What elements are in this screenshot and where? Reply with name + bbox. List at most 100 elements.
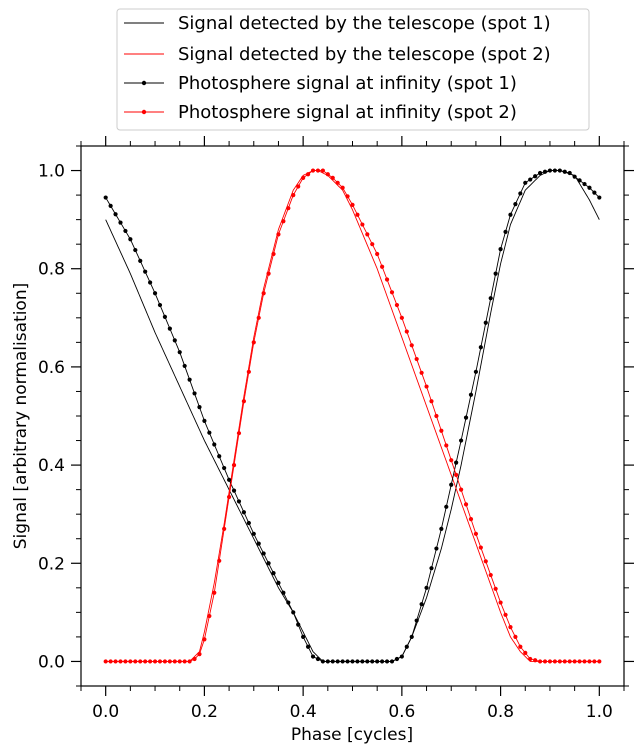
data-point xyxy=(380,264,385,269)
data-point xyxy=(256,541,261,546)
data-point xyxy=(148,280,153,285)
data-point xyxy=(547,659,553,664)
data-point xyxy=(207,613,212,619)
data-point xyxy=(291,192,296,198)
data-point xyxy=(488,296,493,301)
legend: Signal detected by the telescope (spot 1… xyxy=(116,8,590,131)
data-point xyxy=(582,659,587,664)
data-point xyxy=(523,650,528,655)
data-point xyxy=(128,237,133,242)
data-point xyxy=(212,442,217,447)
data-point xyxy=(103,659,108,664)
data-point xyxy=(498,600,503,605)
data-point xyxy=(537,659,543,664)
data-point xyxy=(528,656,533,662)
data-point xyxy=(444,443,449,448)
data-point xyxy=(454,460,459,465)
series-line-2 xyxy=(105,170,600,662)
y-tick-label: 0.0 xyxy=(38,652,65,672)
data-point xyxy=(503,229,508,235)
data-point xyxy=(207,430,212,435)
y-tick-label: 0.4 xyxy=(38,456,65,476)
data-point xyxy=(152,291,158,296)
data-point xyxy=(528,177,533,182)
data-point xyxy=(513,201,518,207)
data-point xyxy=(414,618,419,623)
data-point xyxy=(577,659,582,664)
data-point xyxy=(380,659,385,664)
data-point xyxy=(222,526,227,532)
data-point xyxy=(537,170,543,176)
data-point xyxy=(340,185,345,190)
data-point xyxy=(310,654,316,659)
data-point xyxy=(404,644,409,649)
data-point xyxy=(597,195,602,200)
data-point xyxy=(315,656,321,662)
data-point xyxy=(567,659,572,664)
y-axis-label: Signal [arbitrary normalisation] xyxy=(11,283,31,549)
data-point xyxy=(567,170,572,176)
data-point xyxy=(360,222,365,227)
data-point xyxy=(577,178,582,183)
data-point xyxy=(508,624,513,630)
data-point xyxy=(533,658,538,663)
data-point xyxy=(419,370,424,375)
x-tick-label: 0.6 xyxy=(388,702,415,722)
data-point xyxy=(226,477,232,482)
data-point xyxy=(335,180,340,185)
data-point xyxy=(572,174,577,179)
data-point xyxy=(493,271,498,276)
data-point xyxy=(434,546,439,551)
data-point xyxy=(330,659,335,664)
data-point xyxy=(128,659,133,664)
x-tick-label: 0.2 xyxy=(191,702,218,722)
data-point xyxy=(449,482,454,487)
data-point xyxy=(365,659,370,664)
legend-marker xyxy=(141,80,147,86)
data-point xyxy=(478,545,483,550)
data-point xyxy=(197,651,202,657)
data-point xyxy=(389,659,395,664)
series-line-3 xyxy=(105,170,600,662)
legend-label: Photosphere signal at infinity (spot 2) xyxy=(178,102,517,123)
data-point xyxy=(384,277,390,282)
data-point xyxy=(340,659,345,664)
data-point xyxy=(271,251,276,257)
data-point xyxy=(123,659,128,664)
data-point xyxy=(523,180,528,185)
data-point xyxy=(562,659,567,664)
legend-marker xyxy=(141,109,147,115)
data-point xyxy=(217,558,222,563)
data-point xyxy=(138,659,143,664)
data-point xyxy=(542,659,548,664)
data-point xyxy=(355,659,360,664)
data-point xyxy=(108,659,113,664)
data-point xyxy=(473,369,479,374)
data-point xyxy=(557,659,562,664)
data-point xyxy=(133,659,138,664)
data-point xyxy=(350,659,355,664)
data-point xyxy=(409,634,414,640)
legend-label: Photosphere signal at infinity (spot 1) xyxy=(178,73,517,94)
data-point xyxy=(261,291,266,296)
data-point xyxy=(251,531,256,536)
legend-label: Signal detected by the telescope (spot 2… xyxy=(178,44,551,65)
data-point xyxy=(172,338,177,343)
data-point xyxy=(138,258,143,263)
data-point xyxy=(429,399,434,404)
data-point xyxy=(266,561,271,566)
data-point xyxy=(301,175,306,181)
data-point xyxy=(148,659,153,664)
data-point xyxy=(182,659,187,664)
data-point xyxy=(473,531,479,536)
data-point xyxy=(286,206,291,211)
data-point xyxy=(320,659,325,664)
data-point xyxy=(389,290,395,295)
data-point xyxy=(375,251,380,257)
data-point xyxy=(281,590,286,595)
data-point xyxy=(399,654,404,659)
data-point xyxy=(330,175,335,181)
legend-label: Signal detected by the telescope (spot 1… xyxy=(178,13,551,34)
data-point xyxy=(202,637,207,642)
data-point xyxy=(108,203,113,208)
